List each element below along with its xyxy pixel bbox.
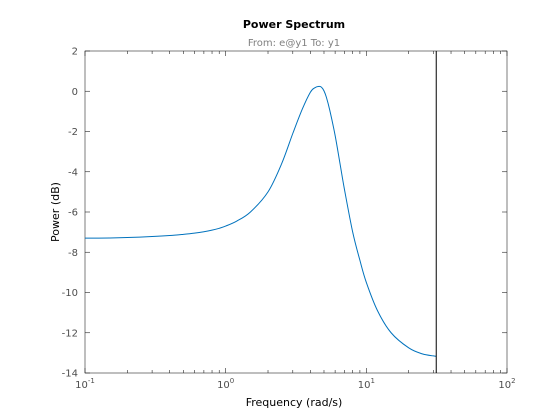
plot-area: 10-1 100 101 102 2 0 -2 -4 -6 -8 -10 -12 -14 — [62, 47, 516, 392]
series-layer — [84, 85, 437, 357]
x-axis-label: Frequency (rad/s) — [246, 396, 343, 409]
y-tick-label: -10 — [62, 288, 78, 299]
y-tick-label: -2 — [68, 127, 78, 138]
chart-title: Power Spectrum — [243, 18, 345, 31]
axes-box — [84, 50, 508, 374]
y-tick-label: -14 — [62, 369, 78, 380]
chart-subtitle: From: e@y1 To: y1 — [248, 38, 340, 49]
y-tick-label: 2 — [72, 47, 78, 58]
x-tick-label: 102 — [498, 377, 515, 391]
y-tick-label: -12 — [62, 328, 78, 339]
y-tick-label: 0 — [72, 87, 78, 98]
x-axis-ticks: 10-1 100 101 102 — [75, 51, 516, 391]
y-axis-ticks: 2 0 -2 -4 -6 -8 -10 -12 -14 — [62, 47, 507, 380]
y-tick-label: -6 — [68, 208, 78, 219]
y-tick-label: -8 — [68, 248, 78, 259]
x-tick-label: 101 — [358, 377, 375, 391]
x-tick-label: 10-1 — [75, 377, 95, 391]
x-tick-label: 100 — [217, 377, 234, 391]
y-axis-label: Power (dB) — [49, 182, 62, 242]
y-tick-label: -4 — [68, 167, 78, 178]
series-line-1 — [84, 85, 437, 357]
